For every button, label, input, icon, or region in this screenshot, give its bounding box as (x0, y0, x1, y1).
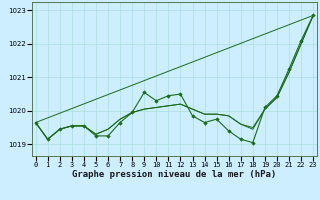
X-axis label: Graphe pression niveau de la mer (hPa): Graphe pression niveau de la mer (hPa) (72, 170, 276, 179)
